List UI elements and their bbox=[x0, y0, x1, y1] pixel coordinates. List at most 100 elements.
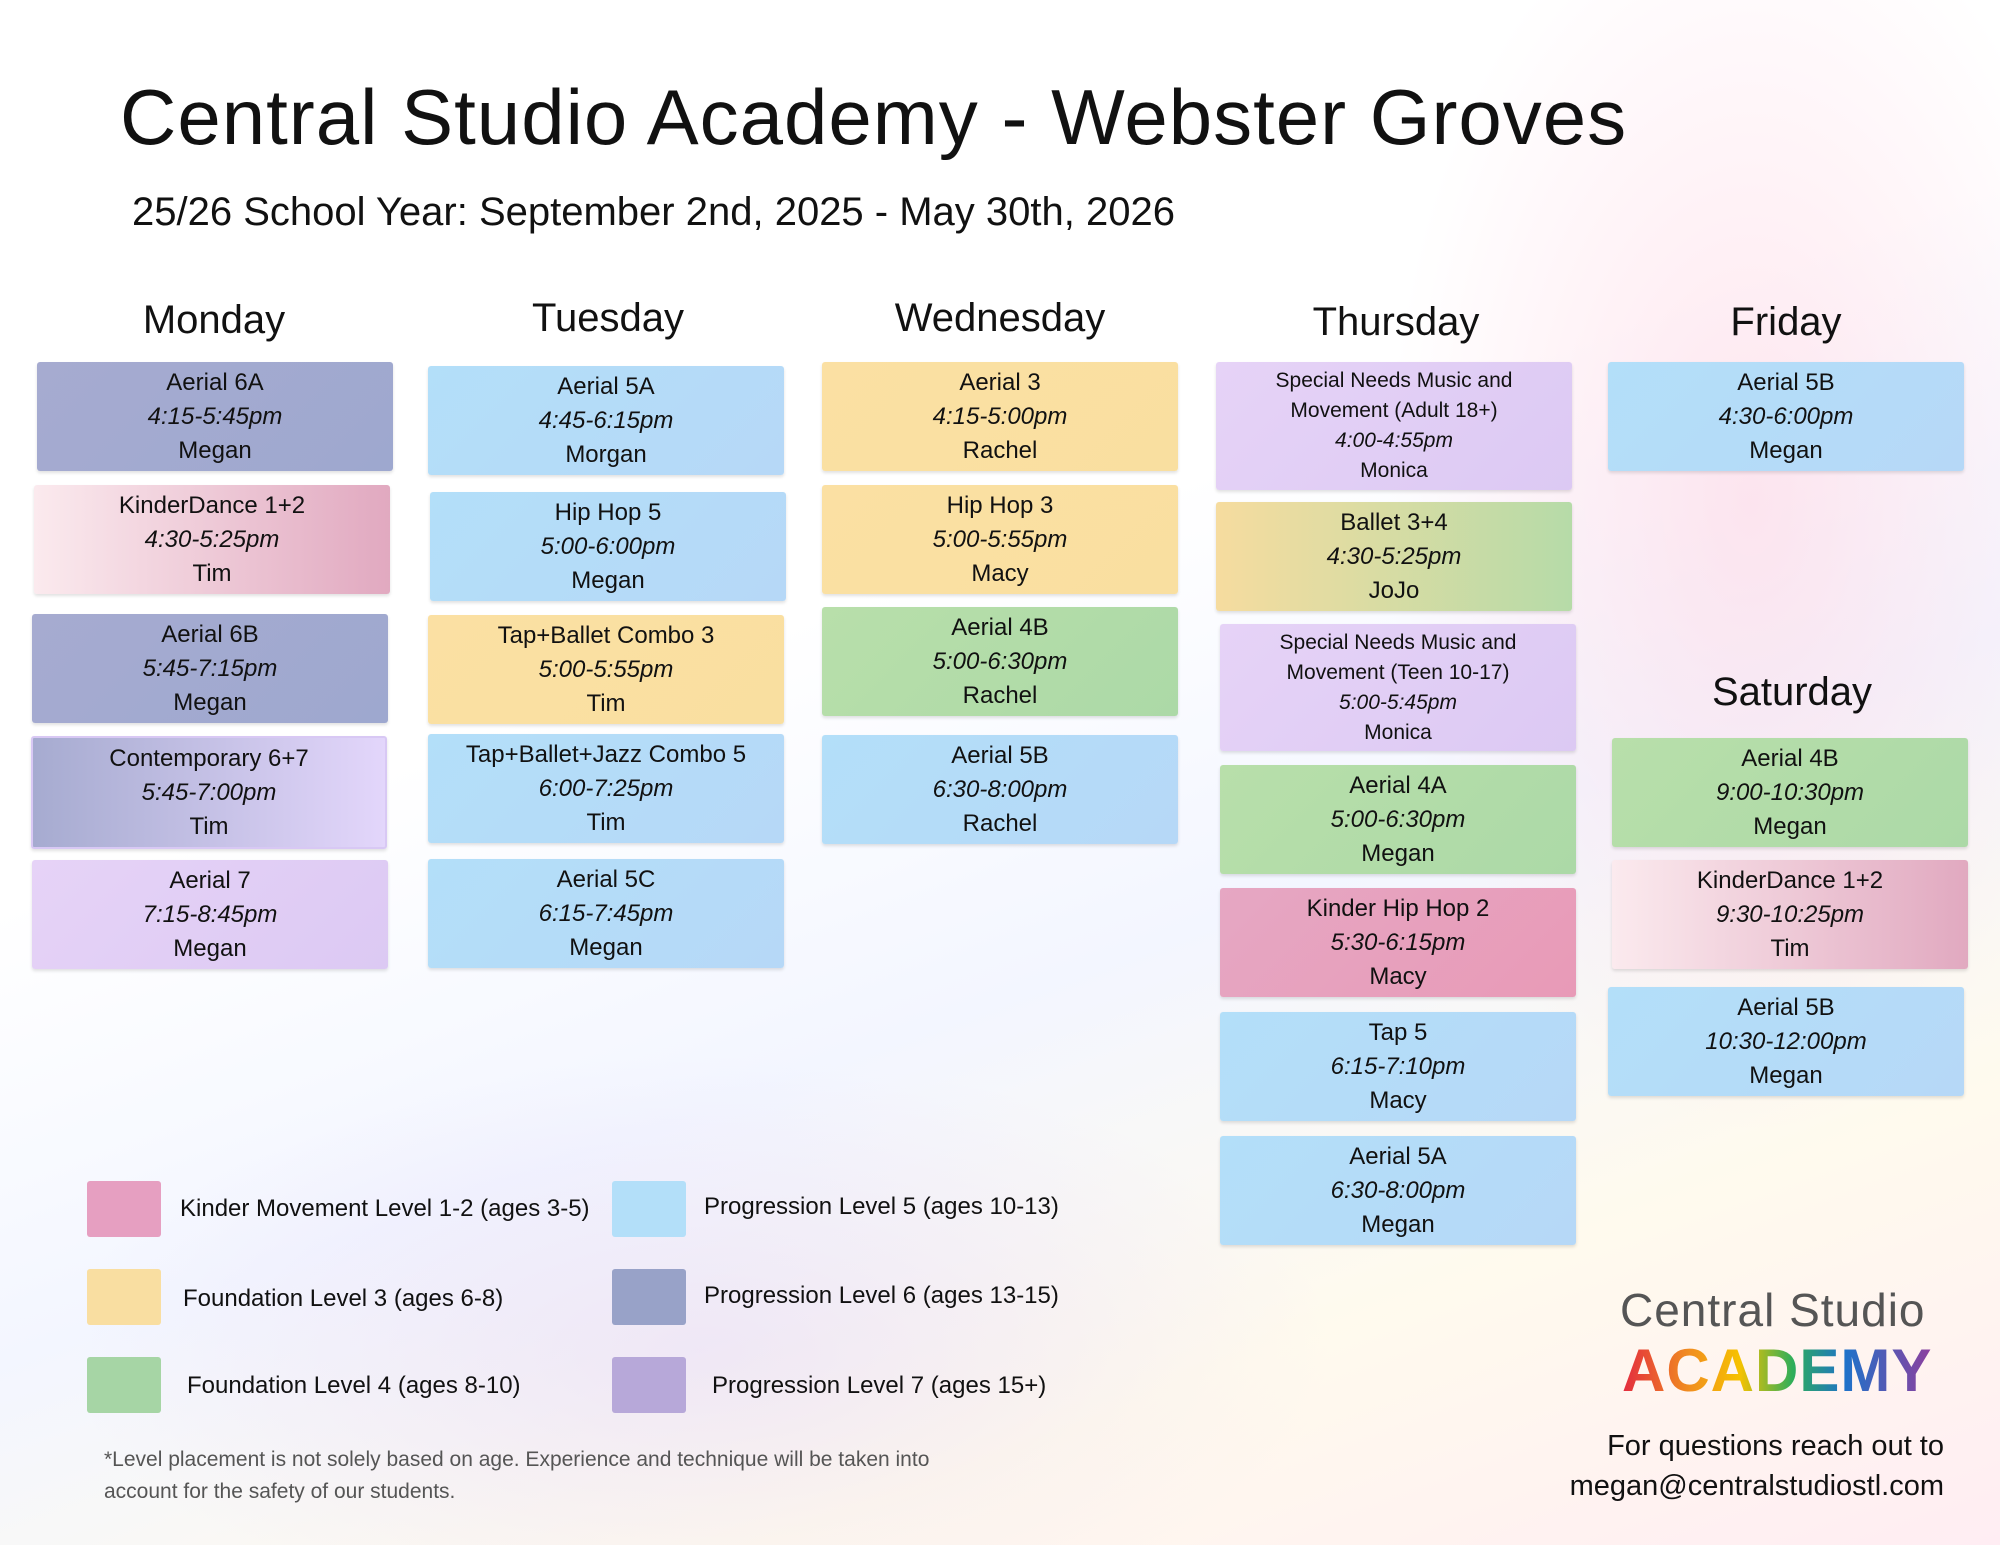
class-name: Kinder Hip Hop 2 bbox=[1306, 894, 1490, 922]
logo-wordmark: Central Studio bbox=[1620, 1284, 1926, 1336]
class-name: Aerial 5B bbox=[1737, 368, 1835, 396]
class-time: 4:00-4:55pm bbox=[1335, 429, 1453, 452]
class-time: 6:30-8:00pm bbox=[932, 775, 1068, 803]
class-card: Kinder Hip Hop 2 5:30-6:15pm Macy bbox=[1220, 888, 1576, 997]
class-time: 5:00-5:45pm bbox=[1339, 690, 1457, 714]
class-time: 6:15-7:45pm bbox=[538, 899, 674, 927]
class-time: 5:00-6:30pm bbox=[1330, 805, 1466, 833]
class-time: 4:15-5:00pm bbox=[932, 402, 1068, 430]
day-heading-saturday: Saturday bbox=[1711, 670, 1873, 714]
class-name: Aerial 6B bbox=[161, 620, 259, 648]
legend-label: Foundation Level 4 (ages 8-10) bbox=[187, 1372, 521, 1399]
class-name: Hip Hop 3 bbox=[946, 491, 1054, 519]
class-teacher: Megan bbox=[1749, 1061, 1823, 1089]
class-teacher: Macy bbox=[971, 559, 1029, 587]
class-teacher: Tim bbox=[189, 812, 229, 840]
class-time: 5:45-7:15pm bbox=[142, 654, 278, 682]
class-time: 4:30-5:25pm bbox=[1326, 542, 1462, 570]
class-card: Aerial 5C 6:15-7:45pm Megan bbox=[428, 859, 784, 968]
class-card: Aerial 5A 6:30-8:00pm Megan bbox=[1220, 1136, 1576, 1245]
class-card: Contemporary 6+7 5:45-7:00pm Tim bbox=[31, 736, 387, 849]
class-teacher: Monica bbox=[1364, 720, 1432, 744]
class-card: Hip Hop 5 5:00-6:00pm Megan bbox=[430, 492, 786, 601]
class-teacher: Rachel bbox=[962, 436, 1038, 464]
legend-swatch bbox=[612, 1269, 686, 1325]
day-heading-monday: Monday bbox=[142, 298, 286, 342]
class-time: 9:30-10:25pm bbox=[1715, 900, 1865, 928]
class-name: Aerial 5A bbox=[1349, 1142, 1447, 1170]
legend-swatch bbox=[87, 1269, 161, 1325]
class-name: Tap+Ballet+Jazz Combo 5 bbox=[465, 740, 747, 768]
contact-info: For questions reach out to megan@central… bbox=[1570, 1426, 1944, 1506]
class-teacher: Megan bbox=[173, 688, 247, 716]
class-card: Ballet 3+4 4:30-5:25pm JoJo bbox=[1216, 502, 1572, 611]
class-name: Hip Hop 5 bbox=[554, 498, 662, 526]
class-card: Aerial 3 4:15-5:00pm Rachel bbox=[822, 362, 1178, 471]
class-name: Aerial 6A bbox=[166, 368, 264, 396]
class-name: Aerial 7 bbox=[169, 866, 251, 894]
contact-email[interactable]: megan@centralstudiostl.com bbox=[1569, 1470, 1944, 1502]
class-name: Aerial 3 bbox=[959, 368, 1041, 396]
legend-swatch bbox=[612, 1357, 686, 1413]
class-time: 6:30-8:00pm bbox=[1330, 1176, 1466, 1204]
class-time: 9:00-10:30pm bbox=[1715, 778, 1865, 806]
class-name: Ballet 3+4 bbox=[1340, 508, 1448, 536]
class-name: Aerial 5A bbox=[557, 372, 655, 400]
page-subtitle: 25/26 School Year: September 2nd, 2025 -… bbox=[132, 190, 1175, 234]
class-card: Tap+Ballet Combo 3 5:00-5:55pm Tim bbox=[428, 615, 784, 724]
class-card: Aerial 4B 5:00-6:30pm Rachel bbox=[822, 607, 1178, 716]
class-teacher: Tim bbox=[586, 808, 626, 836]
class-name: Tap 5 bbox=[1368, 1018, 1428, 1046]
class-name: Special Needs Music and Movement (Adult … bbox=[1275, 369, 1513, 422]
class-name: Aerial 5C bbox=[556, 865, 656, 893]
legend-swatch bbox=[612, 1181, 686, 1237]
class-teacher: Megan bbox=[1749, 436, 1823, 464]
class-teacher: Tim bbox=[1770, 934, 1810, 962]
class-name: Aerial 4A bbox=[1349, 771, 1447, 799]
class-teacher: Megan bbox=[173, 934, 247, 962]
class-name: KinderDance 1+2 bbox=[118, 491, 306, 519]
class-time: 4:30-6:00pm bbox=[1718, 402, 1854, 430]
class-name: Tap+Ballet Combo 3 bbox=[497, 621, 715, 649]
logo-academy: ACADEMY bbox=[1622, 1336, 1932, 1405]
class-time: 10:30-12:00pm bbox=[1705, 1027, 1867, 1055]
class-name: Special Needs Music and Movement (Teen 1… bbox=[1279, 630, 1517, 684]
class-card: Special Needs Music and Movement (Teen 1… bbox=[1220, 624, 1576, 751]
day-heading-tuesday: Tuesday bbox=[532, 296, 684, 340]
class-card: Special Needs Music and Movement (Adult … bbox=[1216, 362, 1572, 490]
class-card: Aerial 6B 5:45-7:15pm Megan bbox=[32, 614, 388, 723]
legend-label: Progression Level 7 (ages 15+) bbox=[712, 1372, 1047, 1399]
class-teacher: Megan bbox=[569, 933, 643, 961]
legend-swatch bbox=[87, 1181, 161, 1237]
day-heading-thursday: Thursday bbox=[1312, 300, 1480, 344]
class-teacher: Rachel bbox=[962, 681, 1038, 709]
class-card: Tap 5 6:15-7:10pm Macy bbox=[1220, 1012, 1576, 1121]
class-teacher: Megan bbox=[178, 436, 252, 464]
class-card: Tap+Ballet+Jazz Combo 5 6:00-7:25pm Tim bbox=[428, 734, 784, 843]
class-time: 7:15-8:45pm bbox=[142, 900, 278, 928]
class-card: Hip Hop 3 5:00-5:55pm Macy bbox=[822, 485, 1178, 594]
class-card: Aerial 5A 4:45-6:15pm Morgan bbox=[428, 366, 784, 475]
class-teacher: Monica bbox=[1360, 459, 1428, 482]
class-teacher: Tim bbox=[586, 689, 626, 717]
class-time: 6:00-7:25pm bbox=[538, 774, 674, 802]
logo-academy-letters: ACADEMY bbox=[1622, 1337, 1933, 1404]
class-teacher: Megan bbox=[571, 566, 645, 594]
day-heading-friday: Friday bbox=[1730, 300, 1842, 344]
class-time: 5:30-6:15pm bbox=[1330, 928, 1466, 956]
class-time: 4:30-5:25pm bbox=[144, 525, 280, 553]
class-name: KinderDance 1+2 bbox=[1696, 866, 1884, 894]
legend-label: Progression Level 5 (ages 10-13) bbox=[704, 1193, 1059, 1220]
class-card: Aerial 5B 6:30-8:00pm Rachel bbox=[822, 735, 1178, 844]
class-teacher: Macy bbox=[1369, 1086, 1427, 1114]
class-teacher: Megan bbox=[1753, 812, 1827, 840]
class-time: 4:15-5:45pm bbox=[147, 402, 283, 430]
class-card: Aerial 4A 5:00-6:30pm Megan bbox=[1220, 765, 1576, 874]
class-time: 5:00-6:00pm bbox=[540, 532, 676, 560]
class-teacher: Megan bbox=[1361, 839, 1435, 867]
class-card: KinderDance 1+2 9:30-10:25pm Tim bbox=[1612, 860, 1968, 969]
day-heading-wednesday: Wednesday bbox=[894, 296, 1106, 340]
class-time: 4:45-6:15pm bbox=[538, 406, 674, 434]
class-time: 5:00-5:55pm bbox=[538, 655, 674, 683]
class-teacher: Megan bbox=[1361, 1210, 1435, 1238]
